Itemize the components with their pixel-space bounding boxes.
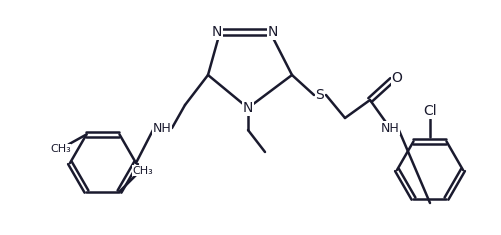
- Text: NH: NH: [380, 121, 399, 134]
- Text: O: O: [391, 71, 402, 85]
- Text: N: N: [242, 101, 253, 115]
- Text: S: S: [315, 88, 324, 102]
- Text: NH: NH: [152, 121, 171, 134]
- Text: Cl: Cl: [422, 104, 436, 118]
- Text: N: N: [211, 25, 222, 39]
- Text: N: N: [267, 25, 278, 39]
- Text: CH₃: CH₃: [132, 166, 153, 176]
- Text: CH₃: CH₃: [50, 145, 71, 154]
